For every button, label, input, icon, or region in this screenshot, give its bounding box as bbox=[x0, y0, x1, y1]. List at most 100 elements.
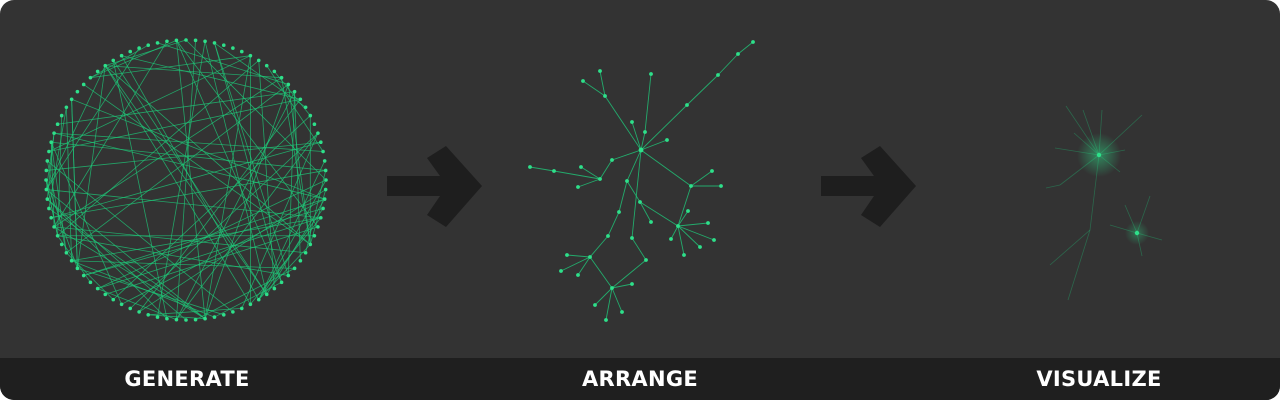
graph-node bbox=[55, 233, 60, 238]
tree-edge bbox=[566, 254, 591, 258]
tree-node bbox=[610, 158, 614, 162]
graph-edge bbox=[294, 91, 301, 261]
graph-node bbox=[239, 306, 244, 311]
graph-node bbox=[81, 273, 86, 278]
graph-edge bbox=[258, 160, 326, 300]
tree-edge bbox=[618, 180, 628, 213]
graph-edge bbox=[176, 91, 295, 320]
graph-node bbox=[49, 140, 53, 145]
graph-edge bbox=[138, 189, 326, 313]
graph-node bbox=[322, 159, 327, 163]
tree-node bbox=[581, 79, 585, 83]
graph-edge bbox=[287, 91, 295, 276]
graph-edge bbox=[83, 84, 311, 245]
graph-node bbox=[221, 313, 226, 317]
graph-edge bbox=[46, 141, 321, 171]
graph-node bbox=[75, 266, 80, 271]
graph-node bbox=[88, 280, 93, 285]
graph-node bbox=[44, 187, 49, 192]
tree-node bbox=[620, 310, 624, 314]
graph-node bbox=[264, 63, 269, 68]
graph-edge bbox=[185, 39, 327, 181]
tree-edge bbox=[589, 235, 609, 258]
graph-edge bbox=[48, 98, 301, 152]
graph-node bbox=[184, 318, 188, 322]
graph-node bbox=[248, 302, 253, 307]
graph-edge bbox=[287, 84, 311, 245]
tree-edge bbox=[589, 256, 613, 289]
graph-node bbox=[59, 113, 64, 118]
graph-edge bbox=[45, 65, 106, 190]
tree-node bbox=[685, 103, 689, 107]
graph-node bbox=[103, 63, 108, 68]
graph-edge bbox=[176, 40, 206, 319]
graph-node bbox=[286, 273, 291, 278]
graph-edge bbox=[121, 55, 301, 100]
graph-edge bbox=[204, 41, 268, 295]
graph-node bbox=[49, 215, 53, 220]
arrange-tree-graph bbox=[528, 40, 755, 322]
tree-node bbox=[716, 73, 720, 77]
graph-node bbox=[146, 43, 151, 47]
stage-label-visualize: VISUALIZE bbox=[1036, 367, 1162, 391]
graph-edge bbox=[176, 40, 319, 228]
graph-node bbox=[59, 242, 64, 247]
graph-node bbox=[174, 317, 179, 322]
graph-edge bbox=[258, 179, 327, 300]
graph-node bbox=[47, 149, 51, 154]
graph-edge bbox=[157, 42, 289, 85]
graph-edge bbox=[47, 198, 168, 319]
graph-node bbox=[119, 302, 124, 307]
tree-edge bbox=[717, 53, 739, 76]
tree-edge bbox=[599, 70, 606, 97]
tree-edge bbox=[577, 178, 601, 188]
graph-edge bbox=[305, 170, 327, 253]
graph-node bbox=[95, 69, 100, 74]
tree-node bbox=[598, 69, 602, 73]
graph-node bbox=[256, 297, 261, 302]
graph-node bbox=[298, 97, 303, 102]
graph-node bbox=[111, 58, 116, 63]
graph-edge bbox=[46, 133, 55, 200]
tree-edge bbox=[582, 80, 606, 97]
graph-node bbox=[203, 39, 207, 44]
graph-node bbox=[239, 49, 244, 54]
graph-edge bbox=[105, 65, 282, 79]
tree-node bbox=[710, 169, 714, 173]
graph-node bbox=[321, 149, 325, 154]
graph-node bbox=[298, 258, 303, 263]
graph-edge bbox=[53, 77, 282, 228]
tree-node bbox=[617, 210, 621, 214]
tree-node bbox=[579, 165, 583, 169]
graph-node bbox=[272, 286, 277, 291]
graph-node bbox=[248, 53, 253, 58]
graph-node bbox=[312, 233, 317, 238]
graph-edge bbox=[50, 142, 55, 227]
stage-label-generate: GENERATE bbox=[124, 367, 250, 391]
graph-node bbox=[231, 310, 235, 314]
graph-edge bbox=[45, 47, 140, 190]
tree-node bbox=[604, 318, 608, 322]
graph-edge bbox=[71, 98, 325, 200]
right-arrow-icon bbox=[387, 146, 482, 227]
tree-node bbox=[559, 269, 563, 273]
graph-edge bbox=[258, 208, 324, 300]
tree-node bbox=[676, 224, 680, 228]
graph-node bbox=[303, 250, 308, 255]
graph-edge bbox=[148, 308, 242, 316]
graph-edge bbox=[71, 217, 321, 262]
graph-edge bbox=[258, 244, 311, 300]
tree-node bbox=[528, 165, 532, 169]
tree-node bbox=[665, 138, 669, 142]
tree-edge bbox=[611, 283, 633, 289]
graph-edge bbox=[57, 235, 289, 276]
graph-edge bbox=[138, 99, 301, 313]
tree-edge bbox=[670, 225, 679, 240]
graph-node bbox=[292, 89, 297, 94]
graph-node bbox=[193, 317, 198, 322]
graph-edge bbox=[105, 226, 319, 295]
tree-edge bbox=[644, 73, 652, 133]
tree-edge bbox=[605, 287, 613, 321]
graph-edge bbox=[54, 226, 306, 254]
